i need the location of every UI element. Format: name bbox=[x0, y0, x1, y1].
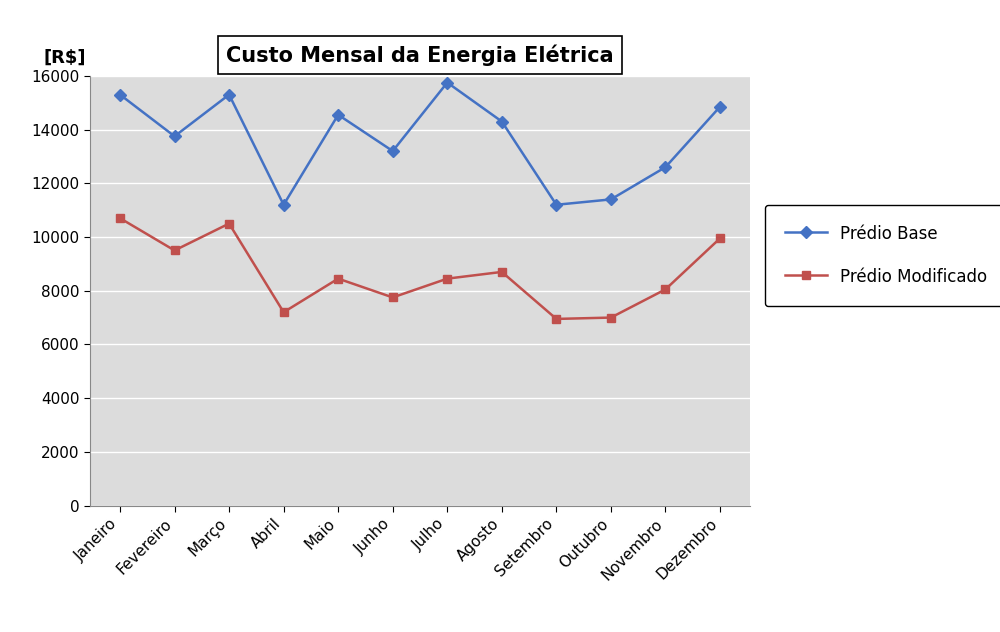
Prédio Base bbox=[332, 111, 344, 119]
Line: Prédio Modificado: Prédio Modificado bbox=[116, 214, 724, 323]
Prédio Modificado bbox=[332, 275, 344, 283]
Line: Prédio Base: Prédio Base bbox=[116, 78, 724, 209]
Prédio Base bbox=[659, 164, 671, 171]
Prédio Base bbox=[441, 79, 453, 87]
Prédio Base bbox=[550, 201, 562, 209]
Prédio Base bbox=[605, 196, 617, 204]
Prédio Base bbox=[114, 91, 126, 99]
Prédio Base bbox=[223, 91, 235, 99]
Prédio Modificado bbox=[278, 308, 290, 316]
Prédio Modificado bbox=[387, 294, 399, 301]
Prédio Modificado bbox=[550, 315, 562, 323]
Prédio Modificado bbox=[605, 314, 617, 321]
Title: Custo Mensal da Energia Elétrica: Custo Mensal da Energia Elétrica bbox=[226, 44, 614, 66]
Prédio Modificado bbox=[441, 275, 453, 283]
Text: [R$]: [R$] bbox=[44, 49, 86, 67]
Prédio Modificado bbox=[223, 220, 235, 228]
Prédio Base bbox=[496, 118, 508, 125]
Prédio Base bbox=[169, 133, 181, 140]
Prédio Base bbox=[714, 103, 726, 111]
Prédio Base bbox=[387, 147, 399, 155]
Prédio Modificado bbox=[714, 234, 726, 242]
Prédio Modificado bbox=[496, 268, 508, 276]
Prédio Modificado bbox=[114, 214, 126, 222]
Prédio Base bbox=[278, 201, 290, 209]
Prédio Modificado bbox=[659, 286, 671, 293]
Legend: Prédio Base, Prédio Modificado: Prédio Base, Prédio Modificado bbox=[765, 205, 1000, 306]
Prédio Modificado bbox=[169, 246, 181, 254]
